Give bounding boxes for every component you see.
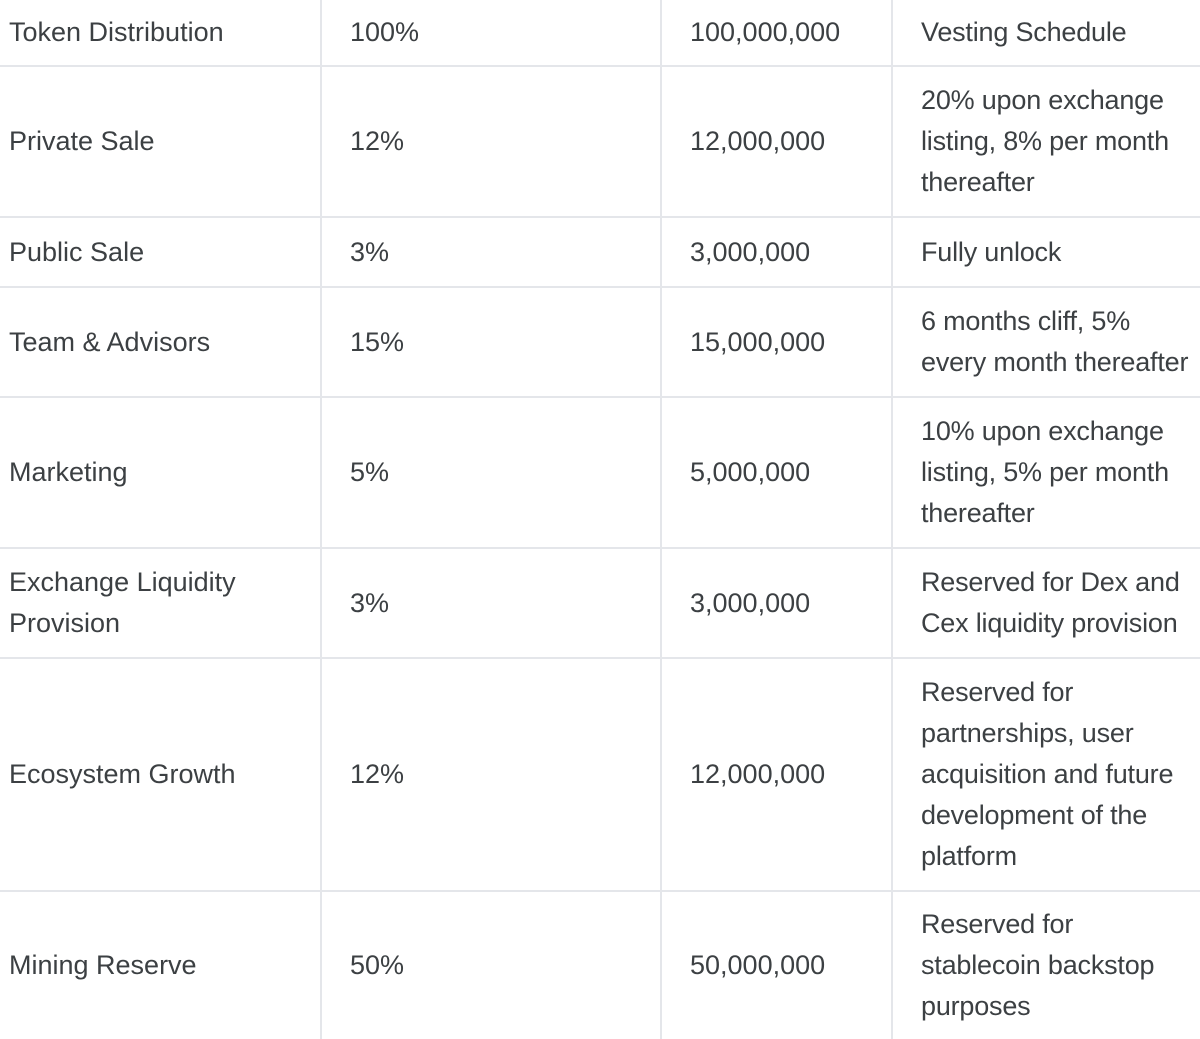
amount-cell: 3,000,000 bbox=[660, 217, 892, 288]
table-row: Public Sale 3% 3,000,000 Fully unlock bbox=[0, 217, 1200, 288]
vesting-cell: 6 months cliff, 5% every month thereafte… bbox=[891, 287, 1200, 398]
percent-cell: 100% bbox=[320, 0, 661, 67]
category-cell: Token Distribution bbox=[0, 0, 321, 67]
category-cell: Public Sale bbox=[0, 217, 321, 288]
amount-cell: 12,000,000 bbox=[660, 658, 892, 892]
percent-cell: 3% bbox=[320, 217, 661, 288]
vesting-cell: 10% upon exchange listing, 5% per month … bbox=[891, 397, 1200, 549]
table-row: Mining Reserve 50% 50,000,000 Reserved f… bbox=[0, 891, 1200, 1039]
category-cell: Ecosystem Growth bbox=[0, 658, 321, 892]
vesting-cell: Reserved for stablecoin backstop purpose… bbox=[891, 891, 1200, 1039]
percent-cell: 3% bbox=[320, 548, 661, 659]
amount-cell: 12,000,000 bbox=[660, 66, 892, 218]
table-row: Private Sale 12% 12,000,000 20% upon exc… bbox=[0, 66, 1200, 218]
percent-cell: 12% bbox=[320, 66, 661, 218]
table-row: Team & Advisors 15% 15,000,000 6 months … bbox=[0, 287, 1200, 398]
vesting-cell: Vesting Schedule bbox=[891, 0, 1200, 67]
vesting-cell: Fully unlock bbox=[891, 217, 1200, 288]
amount-cell: 3,000,000 bbox=[660, 548, 892, 659]
category-cell: Marketing bbox=[0, 397, 321, 549]
table-row: Ecosystem Growth 12% 12,000,000 Reserved… bbox=[0, 658, 1200, 892]
category-cell: Team & Advisors bbox=[0, 287, 321, 398]
amount-cell: 100,000,000 bbox=[660, 0, 892, 67]
amount-cell: 15,000,000 bbox=[660, 287, 892, 398]
category-cell: Exchange Liquidity Provision bbox=[0, 548, 321, 659]
category-cell: Mining Reserve bbox=[9, 950, 197, 980]
amount-cell: 5,000,000 bbox=[660, 397, 892, 549]
vesting-cell: Reserved for Dex and Cex liquidity provi… bbox=[891, 548, 1200, 659]
table-header-row: Token Distribution 100% 100,000,000 Vest… bbox=[0, 0, 1200, 67]
amount-cell: 50,000,000 bbox=[660, 891, 892, 1039]
vesting-cell: Reserved for partnerships, user acquisit… bbox=[891, 658, 1200, 892]
vesting-cell: 20% upon exchange listing, 8% per month … bbox=[891, 66, 1200, 218]
percent-cell: 5% bbox=[320, 397, 661, 549]
table-row: Exchange Liquidity Provision 3% 3,000,00… bbox=[0, 548, 1200, 659]
percent-cell: 15% bbox=[320, 287, 661, 398]
percent-cell: 50% bbox=[320, 891, 661, 1039]
table-row: Marketing 5% 5,000,000 10% upon exchange… bbox=[0, 397, 1200, 549]
percent-cell: 12% bbox=[320, 658, 661, 892]
category-cell: Private Sale bbox=[0, 66, 321, 218]
